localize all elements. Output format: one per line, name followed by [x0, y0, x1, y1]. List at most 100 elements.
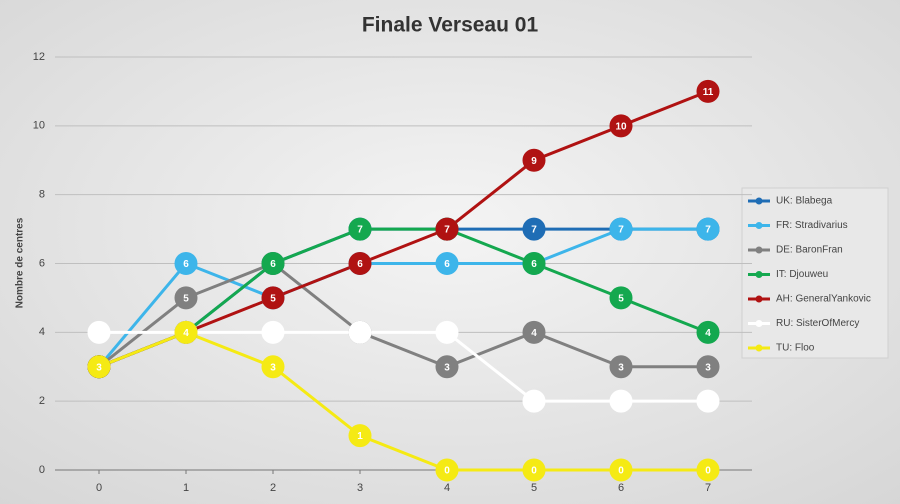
marker: [435, 217, 459, 241]
legend-swatch-dot: [755, 320, 763, 327]
data-label: 3: [96, 362, 102, 373]
y-tick-label: 10: [33, 120, 45, 132]
marker: [348, 320, 372, 344]
x-tick-label: 6: [618, 482, 624, 494]
y-tick-label: 2: [39, 395, 45, 407]
data-label: 6: [357, 259, 363, 270]
legend-swatch-dot: [755, 344, 763, 352]
marker: [522, 458, 546, 482]
x-tick-label: 2: [270, 482, 276, 494]
data-label: 4: [531, 328, 537, 339]
marker: [435, 320, 459, 344]
x-tick-label: 0: [96, 482, 102, 494]
legend-label: DE: BaronFran: [776, 245, 843, 256]
data-label: 4: [183, 328, 189, 339]
marker: [87, 320, 111, 344]
data-label: 4: [444, 328, 450, 339]
x-tick-label: 4: [444, 482, 450, 494]
data-label: 6: [270, 259, 276, 270]
y-tick-label: 4: [39, 326, 45, 338]
series-line: [99, 330, 708, 403]
marker: [522, 217, 546, 241]
x-tick-label: 7: [705, 482, 711, 494]
legend-label: UK: Blabega: [776, 196, 833, 207]
y-tick-label: 8: [39, 189, 45, 201]
marker: [261, 320, 285, 344]
data-label: 3: [270, 362, 276, 373]
data-label: 7: [531, 225, 537, 236]
marker: [696, 79, 720, 103]
marker: [348, 424, 372, 448]
marker: [522, 252, 546, 275]
data-label: 2: [618, 397, 624, 408]
data-label: 4: [270, 328, 276, 339]
marker: [261, 355, 285, 379]
data-label: 7: [705, 225, 711, 236]
data-label: 3: [618, 362, 624, 373]
y-axis-label: Nombre de centres: [15, 217, 26, 308]
data-label: 0: [531, 466, 537, 477]
data-label: 1: [357, 431, 363, 442]
data-label: 0: [618, 466, 624, 477]
marker: [348, 252, 372, 275]
marker: [435, 458, 459, 482]
marker: [609, 355, 633, 379]
marker: [522, 389, 546, 413]
series-line: [98, 261, 708, 369]
series-line: [98, 90, 709, 369]
marker: [174, 320, 198, 344]
data-label: 0: [444, 466, 450, 477]
legend-swatch-dot: [755, 246, 763, 254]
data-label: 2: [705, 397, 711, 408]
marker: [87, 355, 111, 379]
data-label: 4: [96, 328, 102, 339]
data-label: 2: [531, 397, 537, 408]
data-label: 5: [618, 294, 624, 305]
data-label: 4: [357, 328, 363, 339]
data-label: 9: [531, 156, 537, 167]
x-tick-label: 5: [531, 482, 537, 494]
marker: [609, 217, 633, 241]
marker: [696, 458, 720, 482]
data-label: 3: [444, 362, 450, 373]
legend-label: FR: Stradivarius: [776, 220, 848, 231]
series-line: [98, 227, 709, 369]
chart-title: Finale Verseau 01: [362, 14, 539, 37]
data-label: 3: [705, 362, 711, 373]
data-label: 7: [618, 225, 624, 236]
marker: [609, 389, 633, 413]
marker: [522, 148, 546, 172]
data-label: 4: [705, 328, 711, 339]
y-tick-label: 12: [33, 51, 45, 63]
x-tick-label: 1: [183, 482, 189, 494]
marker: [435, 355, 459, 379]
marker: [696, 355, 720, 379]
data-label: 6: [531, 259, 537, 270]
marker: [261, 286, 285, 310]
marker: [348, 217, 372, 241]
series-line: [97, 227, 708, 368]
data-label: 11: [703, 87, 714, 98]
data-label: 10: [615, 121, 627, 132]
legend-swatch-dot: [755, 222, 763, 229]
legend-label: RU: SisterOfMercy: [776, 318, 859, 329]
data-label: 7: [444, 225, 450, 236]
y-tick-label: 0: [39, 464, 45, 476]
marker: [174, 252, 198, 275]
legend-label: AH: GeneralYankovic: [776, 294, 871, 305]
data-label: 5: [270, 294, 276, 305]
series-line: [98, 330, 708, 472]
marker: [609, 114, 633, 138]
legend-label: IT: Djouweu: [776, 269, 828, 280]
marker: [609, 458, 633, 482]
data-label: 6: [444, 259, 450, 270]
data-label: 6: [183, 259, 189, 270]
marker: [522, 320, 546, 344]
data-label: 5: [183, 294, 189, 305]
x-tick-label: 3: [357, 482, 363, 494]
y-tick-label: 6: [39, 257, 45, 269]
data-label: 7: [357, 225, 363, 236]
marker: [174, 286, 198, 310]
marker: [435, 252, 459, 275]
